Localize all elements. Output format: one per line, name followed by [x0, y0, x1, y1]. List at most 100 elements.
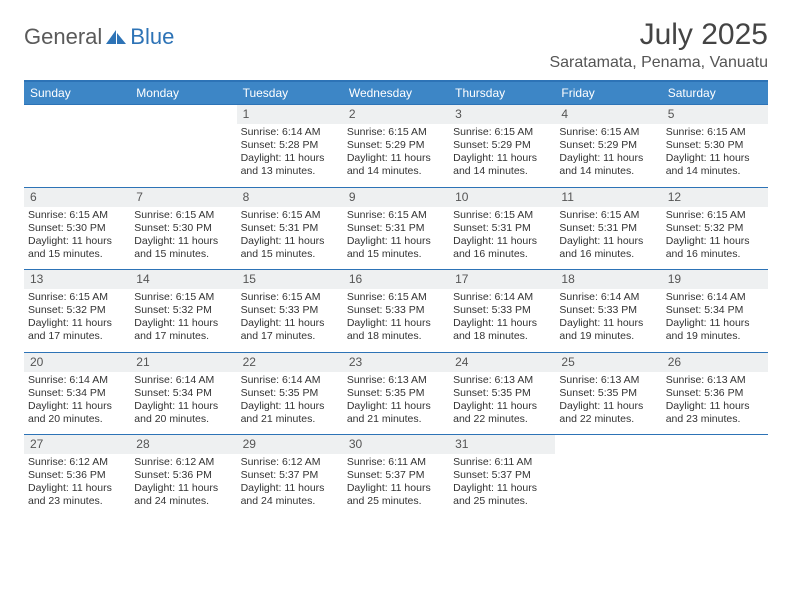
day-info-cell: Sunrise: 6:14 AMSunset: 5:34 PMDaylight:… [130, 372, 236, 435]
day-d1: Daylight: 11 hours [453, 400, 551, 413]
day-d1: Daylight: 11 hours [241, 152, 339, 165]
day-ss: Sunset: 5:36 PM [666, 387, 764, 400]
day-ss: Sunset: 5:32 PM [666, 222, 764, 235]
day-number-cell: 10 [449, 187, 555, 207]
day-number-cell: 1 [237, 105, 343, 125]
day-d2: and 20 minutes. [134, 413, 232, 426]
day-d1: Daylight: 11 hours [347, 400, 445, 413]
day-d1: Daylight: 11 hours [241, 317, 339, 330]
day-sr: Sunrise: 6:14 AM [453, 291, 551, 304]
day-info-cell: Sunrise: 6:13 AMSunset: 5:35 PMDaylight:… [555, 372, 661, 435]
weekday-header: Friday [555, 82, 661, 105]
day-sr: Sunrise: 6:15 AM [28, 291, 126, 304]
day-info-cell: Sunrise: 6:14 AMSunset: 5:33 PMDaylight:… [555, 289, 661, 352]
weekday-header: Saturday [662, 82, 768, 105]
day-sr: Sunrise: 6:15 AM [134, 209, 232, 222]
day-info-row: Sunrise: 6:14 AMSunset: 5:34 PMDaylight:… [24, 372, 768, 435]
day-info-cell: Sunrise: 6:15 AMSunset: 5:29 PMDaylight:… [449, 124, 555, 187]
day-ss: Sunset: 5:35 PM [559, 387, 657, 400]
day-d2: and 25 minutes. [453, 495, 551, 508]
title-block: July 2025 Saratamata, Penama, Vanuatu [549, 18, 768, 72]
day-number-cell: 31 [449, 435, 555, 455]
day-d2: and 16 minutes. [559, 248, 657, 261]
day-d1: Daylight: 11 hours [666, 317, 764, 330]
day-d1: Daylight: 11 hours [453, 317, 551, 330]
day-number-cell: 7 [130, 187, 236, 207]
day-number-cell: 28 [130, 435, 236, 455]
day-info-cell: Sunrise: 6:14 AMSunset: 5:34 PMDaylight:… [24, 372, 130, 435]
day-sr: Sunrise: 6:11 AM [453, 456, 551, 469]
weekday-header-row: Sunday Monday Tuesday Wednesday Thursday… [24, 82, 768, 105]
day-d2: and 15 minutes. [347, 248, 445, 261]
day-d1: Daylight: 11 hours [559, 400, 657, 413]
day-sr: Sunrise: 6:15 AM [347, 209, 445, 222]
day-sr: Sunrise: 6:14 AM [134, 374, 232, 387]
day-d1: Daylight: 11 hours [347, 317, 445, 330]
day-sr: Sunrise: 6:15 AM [453, 126, 551, 139]
day-number-cell: 20 [24, 352, 130, 372]
day-sr: Sunrise: 6:14 AM [559, 291, 657, 304]
day-info-cell [662, 454, 768, 517]
day-sr: Sunrise: 6:12 AM [241, 456, 339, 469]
day-d2: and 21 minutes. [347, 413, 445, 426]
day-number-cell: 18 [555, 270, 661, 290]
day-number-cell: 5 [662, 105, 768, 125]
day-sr: Sunrise: 6:15 AM [559, 209, 657, 222]
day-info-cell: Sunrise: 6:15 AMSunset: 5:30 PMDaylight:… [662, 124, 768, 187]
brand-logo: General Blue [24, 24, 174, 50]
day-number-cell [130, 105, 236, 125]
day-info-cell: Sunrise: 6:15 AMSunset: 5:29 PMDaylight:… [555, 124, 661, 187]
day-number-cell: 9 [343, 187, 449, 207]
day-ss: Sunset: 5:29 PM [453, 139, 551, 152]
day-number-cell: 15 [237, 270, 343, 290]
day-sr: Sunrise: 6:15 AM [241, 291, 339, 304]
day-number-cell: 13 [24, 270, 130, 290]
day-d1: Daylight: 11 hours [134, 317, 232, 330]
day-ss: Sunset: 5:37 PM [347, 469, 445, 482]
weekday-header: Monday [130, 82, 236, 105]
day-sr: Sunrise: 6:13 AM [666, 374, 764, 387]
day-ss: Sunset: 5:35 PM [347, 387, 445, 400]
day-d1: Daylight: 11 hours [28, 317, 126, 330]
day-d1: Daylight: 11 hours [241, 400, 339, 413]
weekday-header: Thursday [449, 82, 555, 105]
day-info-cell: Sunrise: 6:11 AMSunset: 5:37 PMDaylight:… [343, 454, 449, 517]
day-d2: and 19 minutes. [559, 330, 657, 343]
day-d1: Daylight: 11 hours [241, 482, 339, 495]
day-sr: Sunrise: 6:15 AM [666, 126, 764, 139]
day-number-row: 20212223242526 [24, 352, 768, 372]
day-d2: and 17 minutes. [28, 330, 126, 343]
day-d2: and 23 minutes. [666, 413, 764, 426]
day-number-cell: 6 [24, 187, 130, 207]
header: General Blue July 2025 Saratamata, Penam… [24, 18, 768, 72]
day-sr: Sunrise: 6:15 AM [666, 209, 764, 222]
day-ss: Sunset: 5:30 PM [134, 222, 232, 235]
day-d1: Daylight: 11 hours [666, 152, 764, 165]
day-number-cell: 23 [343, 352, 449, 372]
day-d2: and 15 minutes. [241, 248, 339, 261]
day-d2: and 14 minutes. [666, 165, 764, 178]
day-number-cell [555, 435, 661, 455]
day-ss: Sunset: 5:31 PM [347, 222, 445, 235]
day-ss: Sunset: 5:34 PM [28, 387, 126, 400]
day-ss: Sunset: 5:30 PM [666, 139, 764, 152]
day-number-cell [24, 105, 130, 125]
day-number-cell: 14 [130, 270, 236, 290]
day-info-cell: Sunrise: 6:15 AMSunset: 5:33 PMDaylight:… [343, 289, 449, 352]
day-number-row: 13141516171819 [24, 270, 768, 290]
day-d1: Daylight: 11 hours [666, 235, 764, 248]
day-ss: Sunset: 5:36 PM [28, 469, 126, 482]
weekday-header: Tuesday [237, 82, 343, 105]
day-info-cell: Sunrise: 6:13 AMSunset: 5:35 PMDaylight:… [449, 372, 555, 435]
day-d1: Daylight: 11 hours [347, 152, 445, 165]
day-d2: and 19 minutes. [666, 330, 764, 343]
calendar-table: Sunday Monday Tuesday Wednesday Thursday… [24, 82, 768, 517]
day-d2: and 22 minutes. [559, 413, 657, 426]
day-number-cell: 19 [662, 270, 768, 290]
day-info-cell: Sunrise: 6:11 AMSunset: 5:37 PMDaylight:… [449, 454, 555, 517]
day-number-cell: 12 [662, 187, 768, 207]
day-sr: Sunrise: 6:14 AM [28, 374, 126, 387]
brand-text-a: General [24, 24, 102, 50]
day-info-cell: Sunrise: 6:15 AMSunset: 5:30 PMDaylight:… [24, 207, 130, 270]
day-info-row: Sunrise: 6:12 AM Sunset: 5:36 PM Daylight:… [24, 454, 768, 517]
